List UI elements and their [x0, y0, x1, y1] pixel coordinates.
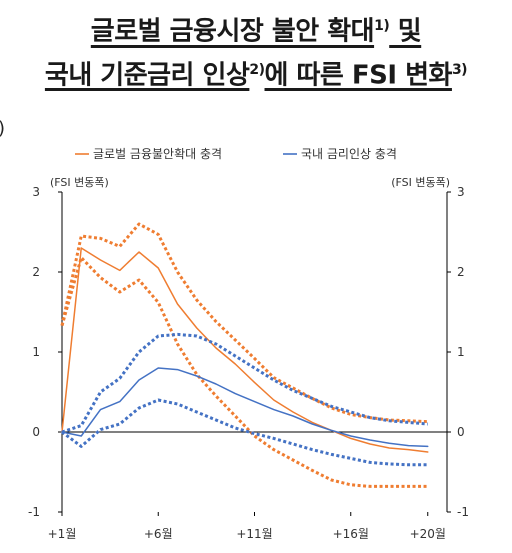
y-tick-label-right: -1 [457, 505, 469, 519]
title-line-1-footnote: 1) [374, 18, 390, 34]
chart-title: 글로벌 금융시장 불안 확대1) 및 국내 기준금리 인상2)에 따른 FSI … [0, 8, 512, 93]
title-line-2-tail: 에 따른 FSI 변화 [264, 60, 453, 91]
x-tick-label: +16월 [333, 527, 369, 541]
title-line-2: 국내 기준금리 인상2)에 따른 FSI 변화3) [0, 52, 512, 94]
title-line-1-tail: 및 [389, 16, 422, 47]
series-line-orange-solid-0 [61, 247, 429, 453]
y-axis-label-right: (FSI 변동폭) [391, 176, 450, 189]
title-line-2-footnote: 2) [249, 61, 265, 78]
y-tick-label-left: 3 [32, 185, 40, 199]
title-line-2-footnote-2: 3) [451, 61, 468, 78]
series-line-blue-dotted-4 [61, 332, 428, 434]
legend-label-orange: 글로벌 금융불안확대 충격 [93, 147, 222, 161]
y-tick-label-left: -1 [28, 505, 40, 519]
title-line-1: 글로벌 금융시장 불안 확대1) 및 [0, 8, 512, 50]
y-tick-label-left: 1 [32, 345, 40, 359]
title-line-1-text: 글로벌 금융시장 불안 확대 [90, 16, 375, 47]
series-line-orange-dotted-1 [60, 222, 428, 424]
y-tick-label-right: 2 [457, 265, 465, 279]
y-tick-label-right: 1 [457, 345, 465, 359]
y-tick-label-right: 3 [457, 185, 465, 199]
x-tick-label: +6월 [144, 527, 173, 541]
x-tick-label: +11월 [236, 527, 272, 541]
x-tick-label: +20월 [410, 527, 446, 541]
y-tick-label-left: 0 [32, 425, 40, 439]
series-line-orange-dotted-2 [60, 256, 428, 488]
y-tick-label-right: 0 [457, 425, 465, 439]
legend-label-blue: 국내 금리인상 충격 [301, 147, 397, 161]
title-line-2-text: 국내 기준금리 인상 [44, 60, 250, 91]
y-tick-label-left: 2 [32, 265, 40, 279]
x-tick-label: +1월 [48, 527, 77, 541]
y-axis-label-left: (FSI 변동폭) [50, 176, 109, 189]
series-line-blue-solid-3 [61, 367, 429, 448]
side-paren-mark: ) [0, 118, 5, 139]
series-line-blue-dotted-5 [61, 398, 428, 467]
